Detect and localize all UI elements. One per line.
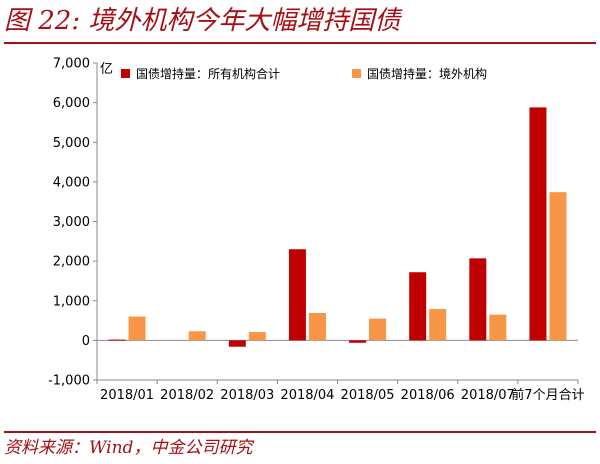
y-tick-label: 1,000	[53, 294, 90, 309]
legend-label: 国债增持量：所有机构合计	[136, 66, 280, 81]
bar-foreign-institutions	[188, 331, 206, 341]
bar-all-institutions	[228, 340, 246, 347]
y-tick-label: 6,000	[53, 96, 90, 111]
y-tick-label: 0	[82, 334, 90, 349]
bar-all-institutions	[349, 340, 367, 343]
chart-axes	[93, 62, 579, 384]
chart-labels: -1,000 0 1,000 2,000 3,000 4,000 5,000 6,000 7,0…	[48, 57, 585, 404]
x-tick-label: 前7个月合计	[511, 387, 584, 403]
chart-legend: 国债增持量：所有机构合计 国债增持量：境外机构	[121, 66, 487, 81]
bar-foreign-institutions	[549, 192, 567, 341]
bar-all-institutions	[288, 249, 306, 341]
bar-all-institutions	[409, 272, 427, 341]
x-tick-label: 2018/06	[401, 388, 455, 403]
y-tick-label: -1,000	[48, 374, 90, 389]
legend-label: 国债增持量：境外机构	[367, 66, 487, 81]
chart-bars	[108, 107, 567, 347]
source-note: 资料来源：Wind，中金公司研究	[4, 438, 253, 458]
x-tick-label: 2018/07	[461, 388, 515, 403]
bar-chart: -1,000 0 1,000 2,000 3,000 4,000 5,000 6,000 7,0…	[48, 57, 585, 404]
source-rule	[4, 431, 596, 433]
title-rule	[4, 42, 596, 44]
bar-all-institutions	[469, 258, 487, 341]
bar-foreign-institutions	[308, 313, 326, 341]
x-tick-label: 2018/05	[341, 388, 395, 403]
bar-foreign-institutions	[248, 332, 266, 341]
y-tick-label: 7,000	[53, 57, 90, 72]
bar-foreign-institutions	[128, 316, 146, 341]
y-tick-label: 3,000	[53, 215, 90, 230]
bar-foreign-institutions	[429, 309, 447, 341]
y-tick-label: 5,000	[53, 136, 90, 151]
x-tick-label: 2018/01	[100, 388, 154, 403]
x-tick-label: 2018/03	[220, 388, 274, 403]
y-tick-label: 4,000	[53, 175, 90, 190]
bar-all-institutions	[108, 339, 126, 341]
y-axis-unit: 亿	[100, 62, 113, 77]
legend-swatch	[121, 69, 130, 78]
bar-foreign-institutions	[369, 318, 387, 341]
x-tick-label: 2018/04	[280, 388, 334, 403]
legend-swatch	[352, 69, 361, 78]
bar-all-institutions	[529, 107, 547, 341]
x-tick-label: 2018/02	[160, 388, 214, 403]
chart-title: 图 22: 境外机构今年大幅增持国债	[4, 6, 401, 36]
y-tick-label: 2,000	[53, 255, 90, 270]
bar-foreign-institutions	[489, 314, 507, 341]
